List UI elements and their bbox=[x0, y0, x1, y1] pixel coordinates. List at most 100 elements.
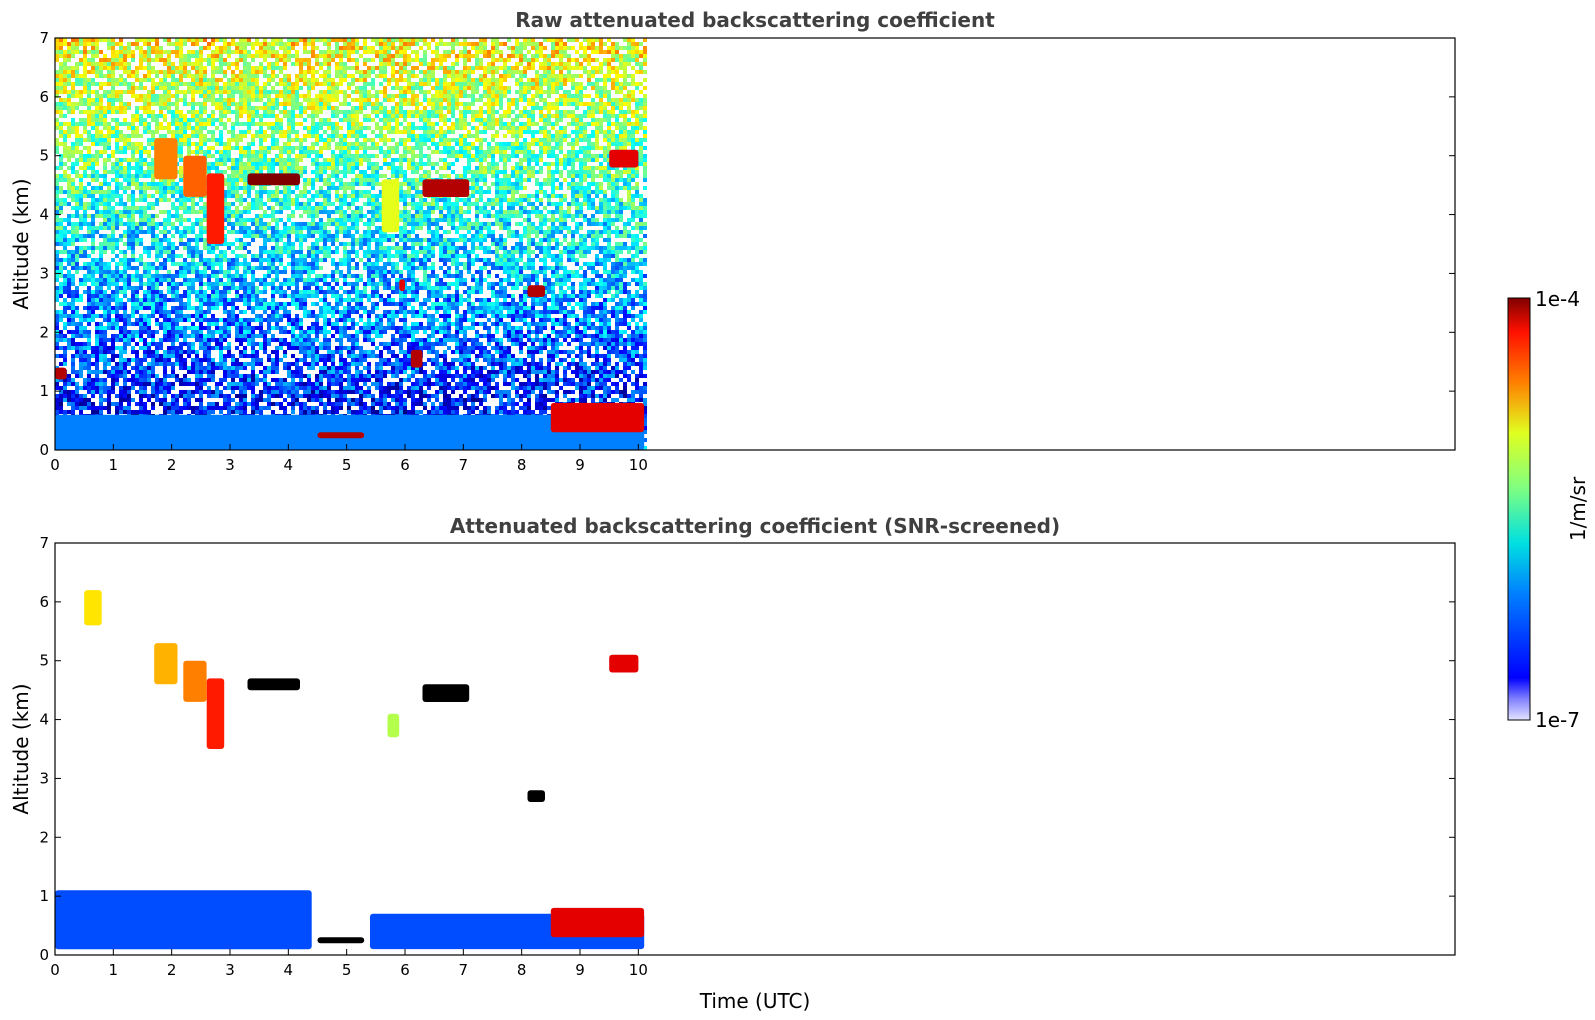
background-cell bbox=[167, 58, 171, 62]
background-cell bbox=[179, 82, 183, 86]
background-cell bbox=[67, 122, 71, 126]
background-cell bbox=[283, 350, 287, 354]
background-cell bbox=[107, 234, 111, 238]
background-cell bbox=[239, 90, 243, 94]
background-cell bbox=[223, 358, 227, 362]
background-cell bbox=[87, 158, 91, 162]
background-cell bbox=[243, 282, 247, 286]
background-cell bbox=[135, 206, 139, 210]
background-cell bbox=[79, 314, 83, 318]
background-cell bbox=[79, 178, 83, 182]
background-cell bbox=[283, 86, 287, 90]
background-cell bbox=[223, 326, 227, 330]
background-cell bbox=[183, 394, 187, 398]
background-cell bbox=[251, 274, 255, 278]
background-cell bbox=[247, 322, 251, 326]
background-cell bbox=[103, 58, 107, 62]
background-cell bbox=[251, 86, 255, 90]
background-cell bbox=[83, 406, 87, 410]
background-cell bbox=[179, 314, 183, 318]
background-cell bbox=[191, 66, 195, 70]
background-cell bbox=[95, 98, 99, 102]
background-cell bbox=[103, 126, 107, 130]
background-cell bbox=[231, 262, 235, 266]
background-cell bbox=[287, 190, 291, 194]
background-cell bbox=[115, 150, 119, 154]
background-cell bbox=[307, 202, 311, 206]
background-cell bbox=[267, 166, 271, 170]
background-cell bbox=[67, 214, 71, 218]
background-cell bbox=[131, 274, 135, 278]
background-cell bbox=[87, 102, 91, 106]
background-cell bbox=[275, 62, 279, 66]
background-cell bbox=[219, 390, 223, 394]
background-cell bbox=[287, 254, 291, 258]
background-cell bbox=[123, 358, 127, 362]
background-cell bbox=[155, 318, 159, 322]
background-cell bbox=[199, 130, 203, 134]
background-cell bbox=[143, 174, 147, 178]
background-cell bbox=[247, 226, 251, 230]
background-cell bbox=[223, 194, 227, 198]
background-cell bbox=[83, 266, 87, 270]
background-cell bbox=[127, 410, 131, 414]
background-cell bbox=[59, 158, 63, 162]
background-cell bbox=[263, 266, 267, 270]
background-cell bbox=[259, 218, 263, 222]
background-cell bbox=[311, 278, 315, 282]
background-cell bbox=[127, 242, 131, 246]
background-cell bbox=[119, 394, 123, 398]
background-cell bbox=[215, 274, 219, 278]
background-cell bbox=[63, 102, 67, 106]
background-cell bbox=[59, 238, 63, 242]
background-cell bbox=[295, 170, 299, 174]
background-cell bbox=[303, 70, 307, 74]
background-cell bbox=[279, 402, 283, 406]
background-cell bbox=[231, 306, 235, 310]
background-cell bbox=[227, 386, 231, 390]
background-cell bbox=[211, 322, 215, 326]
background-cell bbox=[299, 350, 303, 354]
background-cell bbox=[91, 138, 95, 142]
background-cell bbox=[103, 290, 107, 294]
background-cell bbox=[203, 346, 207, 350]
background-cell bbox=[303, 310, 307, 314]
background-cell bbox=[179, 358, 183, 362]
background-cell bbox=[87, 98, 91, 102]
background-cell bbox=[163, 250, 167, 254]
background-cell bbox=[259, 330, 263, 334]
background-cell bbox=[135, 186, 139, 190]
background-cell bbox=[263, 166, 267, 170]
background-cell bbox=[195, 66, 199, 70]
background-cell bbox=[263, 74, 267, 78]
background-cell bbox=[115, 90, 119, 94]
background-cell bbox=[183, 266, 187, 270]
background-cell bbox=[227, 262, 231, 266]
background-cell bbox=[311, 322, 315, 326]
background-cell bbox=[119, 194, 123, 198]
background-cell bbox=[251, 110, 255, 114]
background-cell bbox=[199, 278, 203, 282]
background-cell bbox=[75, 66, 79, 70]
background-cell bbox=[279, 38, 283, 42]
background-cell bbox=[63, 78, 67, 82]
background-cell bbox=[231, 226, 235, 230]
background-cell bbox=[223, 238, 227, 242]
background-cell bbox=[219, 154, 223, 158]
background-cell bbox=[263, 310, 267, 314]
background-cell bbox=[127, 322, 131, 326]
background-cell bbox=[119, 138, 123, 142]
background-cell bbox=[239, 402, 243, 406]
background-cell bbox=[111, 354, 115, 358]
background-cell bbox=[103, 354, 107, 358]
background-cell bbox=[83, 314, 87, 318]
background-cell bbox=[227, 210, 231, 214]
background-cell bbox=[275, 234, 279, 238]
background-cell bbox=[223, 310, 227, 314]
background-cell bbox=[147, 46, 151, 50]
background-cell bbox=[83, 238, 87, 242]
background-cell bbox=[255, 342, 259, 346]
background-cell bbox=[235, 294, 239, 298]
background-cell bbox=[235, 366, 239, 370]
background-cell bbox=[147, 122, 151, 126]
